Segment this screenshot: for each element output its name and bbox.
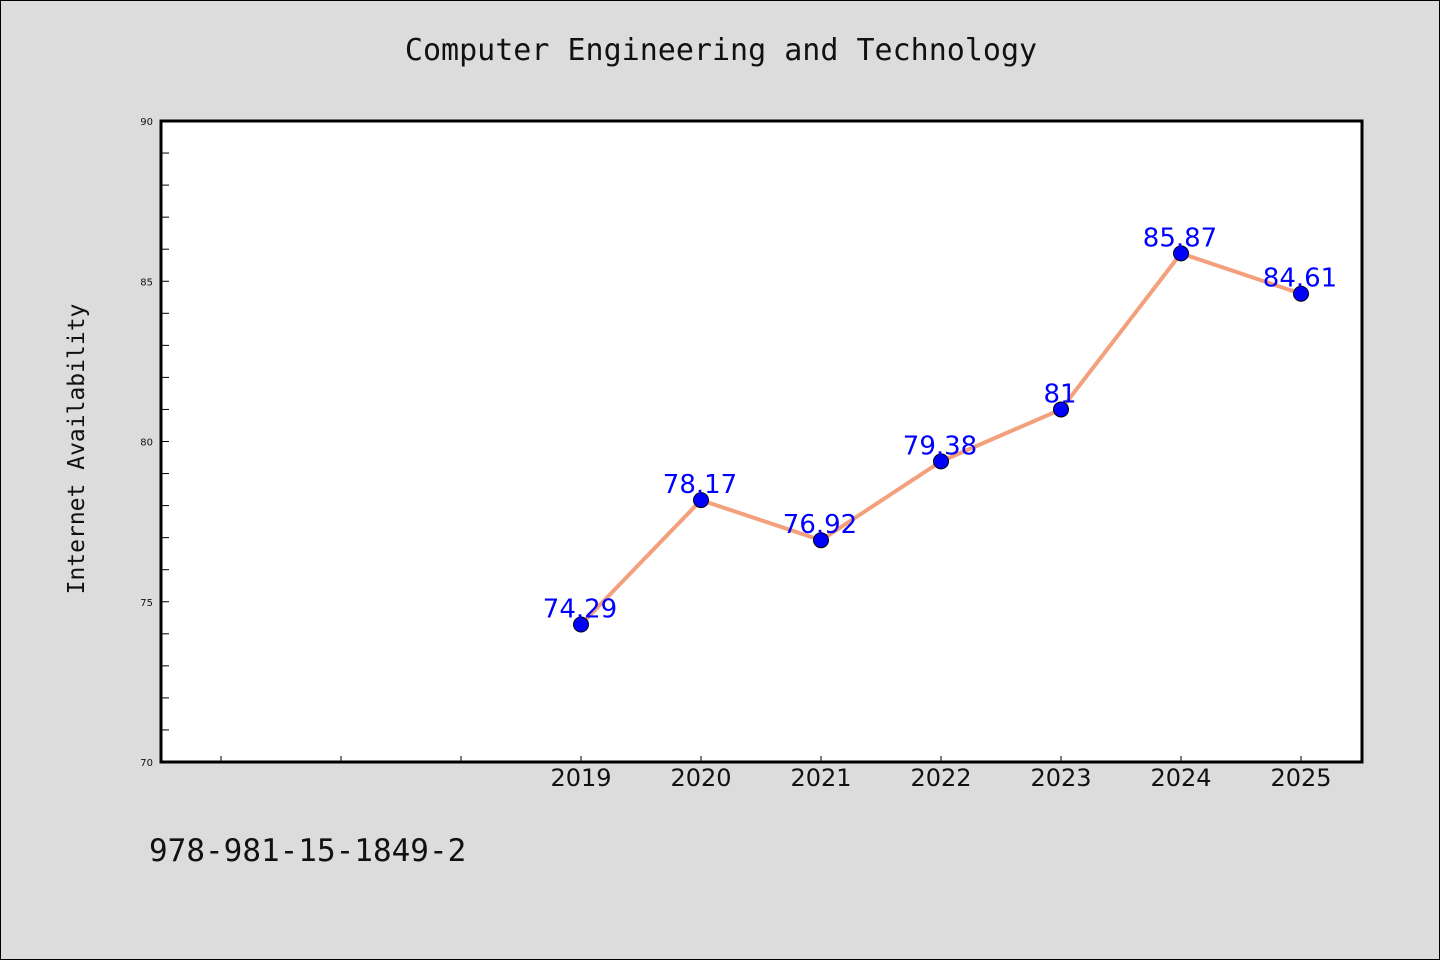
data-label: 79.38 xyxy=(903,431,977,461)
data-point xyxy=(933,453,949,470)
y-tick-label: 75 xyxy=(140,598,153,609)
data-label: 85.87 xyxy=(1143,223,1217,253)
x-tick-label: 2024 xyxy=(1150,764,1211,792)
data-point xyxy=(813,532,829,549)
chart-title: Computer Engineering and Technology xyxy=(404,33,1038,68)
plot-area xyxy=(161,121,1362,762)
data-point xyxy=(1173,245,1189,262)
y-tick-label: 70 xyxy=(140,758,153,769)
data-label: 74.29 xyxy=(543,595,617,625)
y-tick-label: 85 xyxy=(140,277,153,288)
data-label: 84.61 xyxy=(1263,264,1337,294)
data-label: 81 xyxy=(1043,379,1076,409)
x-tick-label: 2025 xyxy=(1270,764,1331,792)
data-point xyxy=(1293,285,1309,302)
isbn-footnote: 978-981-15-1849-2 xyxy=(149,833,467,869)
data-point xyxy=(693,492,709,509)
plot-frame xyxy=(159,119,1364,764)
x-tick-label: 2019 xyxy=(550,764,611,792)
y-tick-label: 90 xyxy=(140,117,153,128)
data-label: 76.92 xyxy=(783,510,857,540)
data-point xyxy=(573,616,589,633)
data-point xyxy=(1053,401,1069,418)
y-tick-label: 80 xyxy=(140,438,153,449)
x-tick-label: 2023 xyxy=(1030,764,1091,792)
x-tick-label: 2022 xyxy=(910,764,971,792)
data-label: 78.17 xyxy=(663,470,737,500)
x-tick-label: 2021 xyxy=(790,764,851,792)
x-tick-label: 2020 xyxy=(670,764,731,792)
